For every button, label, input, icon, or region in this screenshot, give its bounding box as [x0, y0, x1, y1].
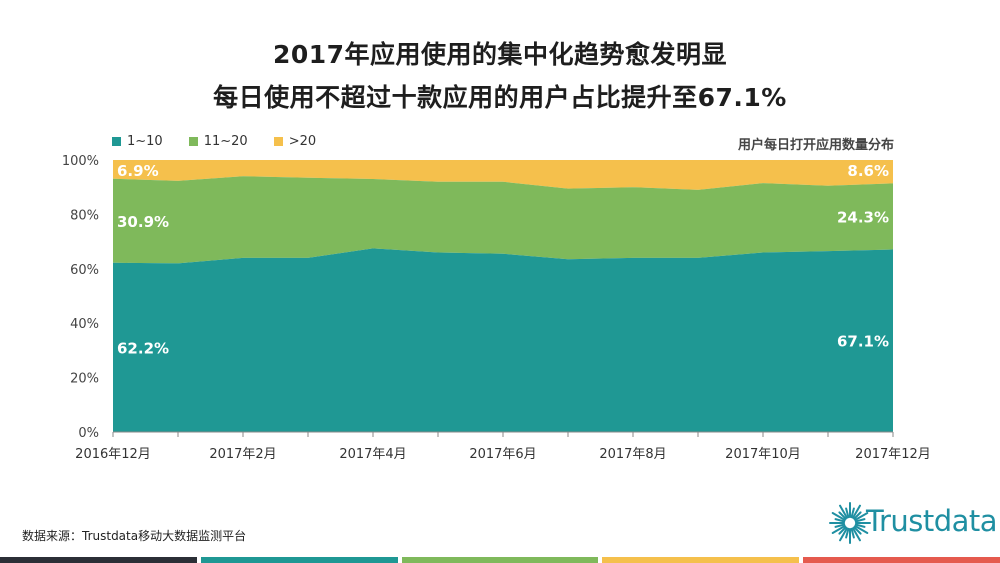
y-tick-label: 20%	[70, 372, 99, 387]
legend: 1~10 11~20 >20	[112, 134, 316, 149]
area-series-3	[113, 160, 893, 190]
legend-item-over-20: >20	[273, 134, 317, 149]
footer-bar	[803, 557, 1000, 563]
data-label: 67.1%	[837, 333, 889, 351]
legend-swatch	[273, 137, 283, 146]
y-tick-label: 40%	[70, 317, 99, 332]
chart-subtitle: 用户每日打开应用数量分布	[737, 138, 894, 153]
y-tick-label: 100%	[62, 154, 99, 169]
data-label: 6.9%	[117, 162, 159, 180]
sunburst-icon	[829, 502, 871, 544]
footer-bar	[401, 557, 599, 563]
footer-bar	[200, 557, 398, 563]
legend-label: 11~20	[203, 134, 248, 149]
data-label: 30.9%	[117, 213, 169, 231]
data-label: 62.2%	[117, 339, 169, 357]
legend-item-11-20: 11~20	[188, 134, 248, 149]
legend-label: >20	[288, 134, 317, 149]
x-tick-label: 2017年8月	[599, 447, 666, 462]
area-series-2	[113, 176, 893, 264]
footer-bar	[0, 557, 197, 563]
logo-text: Trustdata	[866, 504, 998, 538]
legend-item-1-10: 1~10	[112, 134, 163, 149]
x-tick-label: 2016年12月	[75, 447, 151, 462]
legend-label: 1~10	[127, 134, 163, 149]
x-tick-label: 2017年4月	[339, 447, 406, 462]
data-source: 数据来源：Trustdata移动大数据监测平台	[22, 529, 247, 543]
title-line-2: 每日使用不超过十款应用的用户占比提升至67.1%	[213, 83, 787, 112]
y-tick-label: 60%	[70, 263, 99, 278]
footer-color-bars	[0, 557, 1000, 563]
y-tick-label: 0%	[78, 426, 99, 441]
area-chart: 0% 20% 40% 60% 80% 100% 2016年12月 2017年2月 2017年4月…	[62, 154, 931, 462]
data-label: 24.3%	[837, 208, 889, 226]
x-tick-label: 2017年2月	[209, 447, 276, 462]
title-line-1: 2017年应用使用的集中化趋势愈发明显	[272, 40, 728, 69]
area-series-1	[113, 248, 893, 432]
legend-swatch	[112, 137, 121, 146]
x-tick-label: 2017年10月	[725, 447, 801, 462]
footer-bar	[602, 557, 800, 563]
legend-swatch	[188, 137, 198, 146]
x-tick-label: 2017年6月	[469, 447, 536, 462]
y-tick-label: 80%	[70, 208, 99, 223]
data-label: 8.6%	[847, 162, 889, 180]
trustdata-logo: Trustdata	[826, 492, 998, 552]
x-tick-label: 2017年12月	[855, 447, 931, 462]
